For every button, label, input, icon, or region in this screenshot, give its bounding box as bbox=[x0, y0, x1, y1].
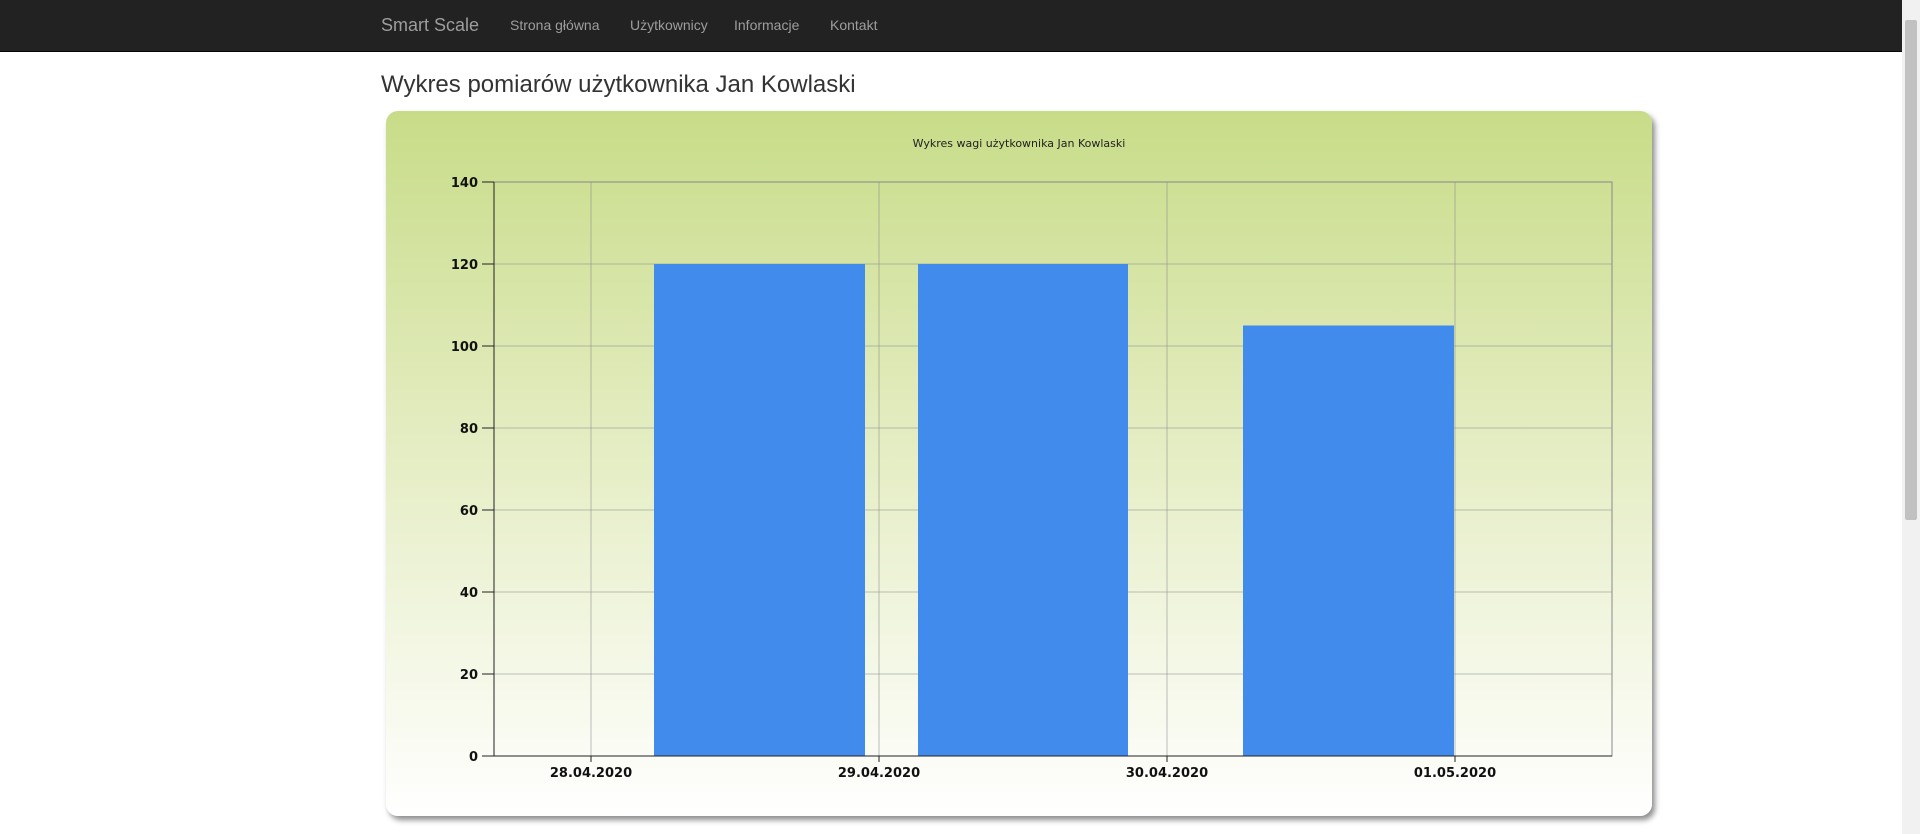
y-tick-label: 120 bbox=[451, 258, 478, 273]
x-tick-label: 28.04.2020 bbox=[550, 766, 632, 781]
nav-item-users[interactable]: Użytkownicy bbox=[630, 17, 708, 33]
y-tick-label: 0 bbox=[469, 750, 478, 765]
weight-chart: Wykres wagi użytkownika Jan Kowlaski 0 20… bbox=[451, 137, 1613, 781]
chart-panel: Wykres wagi użytkownika Jan Kowlaski 0 20… bbox=[386, 111, 1652, 816]
bar bbox=[1243, 325, 1454, 756]
y-tick-label: 100 bbox=[451, 340, 478, 355]
y-tick-label: 20 bbox=[460, 668, 478, 683]
y-tick-label: 80 bbox=[460, 422, 478, 437]
navbar: Smart Scale Strona główna Użytkownicy In… bbox=[0, 0, 1902, 52]
scrollbar-thumb[interactable] bbox=[1905, 20, 1917, 520]
brand-link[interactable]: Smart Scale bbox=[381, 15, 480, 35]
nav-item-contact[interactable]: Kontakt bbox=[830, 17, 878, 33]
bar bbox=[654, 264, 865, 756]
x-tick-label: 01.05.2020 bbox=[1414, 766, 1496, 781]
nav-item-home[interactable]: Strona główna bbox=[510, 17, 600, 33]
y-tick-label: 40 bbox=[460, 586, 478, 601]
vertical-scrollbar[interactable] bbox=[1902, 0, 1920, 834]
chart-title: Wykres wagi użytkownika Jan Kowlaski bbox=[913, 137, 1126, 150]
page-title: Wykres pomiarów użytkownika Jan Kowlaski bbox=[381, 71, 856, 98]
y-tick-label: 60 bbox=[460, 504, 478, 519]
bar bbox=[918, 264, 1128, 756]
y-tick-label: 140 bbox=[451, 176, 478, 191]
x-tick-label: 30.04.2020 bbox=[1126, 766, 1208, 781]
x-tick-label: 29.04.2020 bbox=[838, 766, 920, 781]
nav-item-info[interactable]: Informacje bbox=[734, 17, 800, 33]
